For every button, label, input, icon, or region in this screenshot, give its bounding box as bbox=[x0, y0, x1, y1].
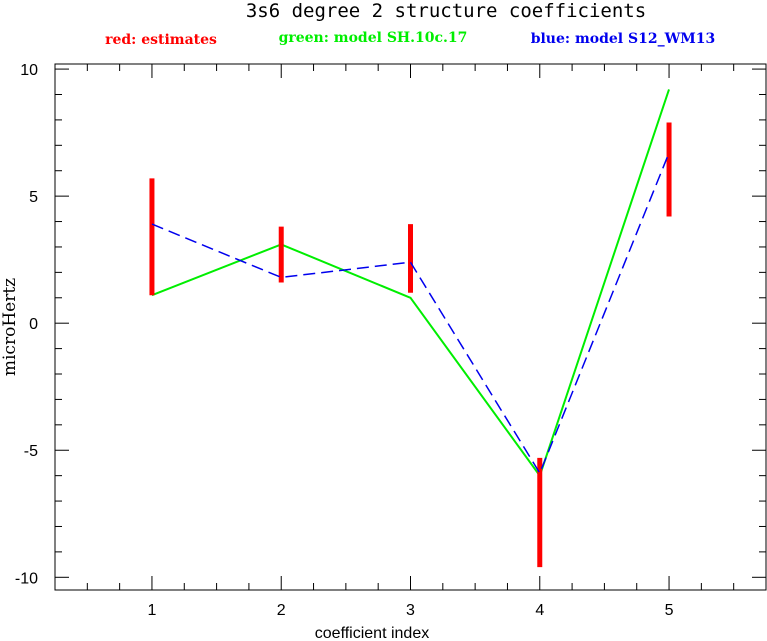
x-tick-label: 4 bbox=[535, 602, 544, 619]
x-tick-label: 1 bbox=[148, 602, 157, 619]
x-tick-label: 3 bbox=[406, 602, 415, 619]
y-tick-label: -5 bbox=[24, 443, 38, 460]
series-line-green-model bbox=[151, 89, 670, 478]
x-tick-label: 2 bbox=[277, 602, 286, 619]
legend-entry-estimates: red: estimates bbox=[105, 32, 217, 48]
chart-title: 3s6 degree 2 structure coefficients bbox=[246, 0, 646, 22]
y-tick-label: -10 bbox=[15, 570, 38, 587]
plot-frame bbox=[54, 63, 767, 591]
x-tick-label: 5 bbox=[665, 602, 674, 619]
legend-entry-blue-model: blue: model S12_WM13 bbox=[531, 31, 716, 47]
series-line-blue-model bbox=[151, 152, 670, 475]
y-tick-label: 0 bbox=[29, 316, 38, 333]
y-tick-label: 10 bbox=[20, 62, 38, 79]
tick-labels: 1 2 3 4 5 10 5 0 -5 -10 bbox=[15, 62, 674, 619]
legend-entry-green-model: green: model SH.10c.17 bbox=[279, 30, 468, 46]
x-axis-label: coefficient index bbox=[315, 625, 429, 641]
y-axis-label: microHertz bbox=[0, 278, 20, 376]
axis-ticks bbox=[54, 64, 767, 590]
plot-marks bbox=[149, 89, 672, 568]
y-tick-label: 5 bbox=[29, 189, 38, 206]
